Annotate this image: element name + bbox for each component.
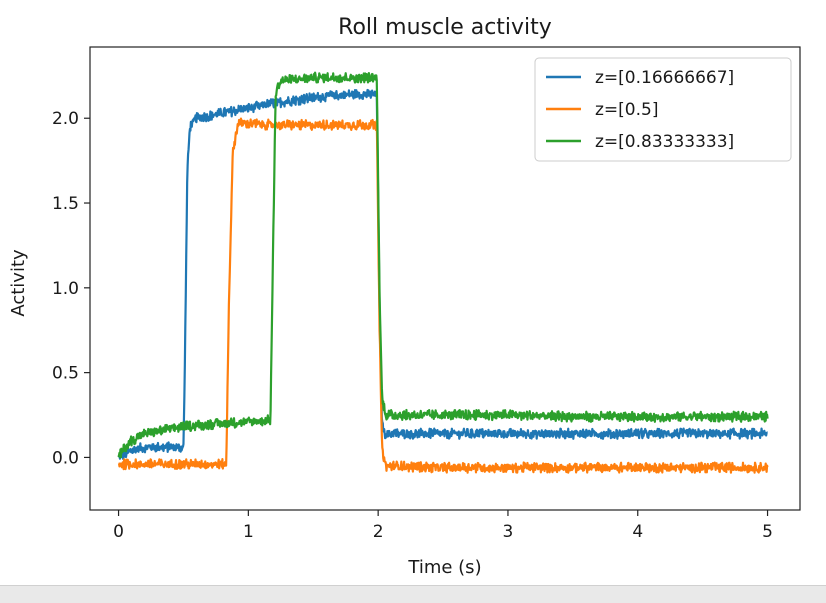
legend-entry-label: z=[0.83333333] xyxy=(595,132,734,152)
y-tick-label: 1.5 xyxy=(52,194,79,214)
x-tick-label: 0 xyxy=(113,522,124,542)
x-tick-label: 3 xyxy=(503,522,514,542)
window-bottom-bar xyxy=(0,585,826,603)
legend-box xyxy=(534,57,792,162)
y-tick-label: 0.5 xyxy=(52,364,79,384)
plot-area xyxy=(117,71,769,474)
legend-entry-label: z=[0.16666667] xyxy=(595,68,734,88)
y-tick-label: 0.0 xyxy=(52,448,79,468)
x-tick-label: 5 xyxy=(762,522,773,542)
x-axis-label: Time (s) xyxy=(407,557,481,578)
y-tick-label: 1.0 xyxy=(52,279,79,299)
series-line-3 xyxy=(117,71,769,459)
chart-svg: Roll muscle activity 0 1 2 3 4 5 0.0 0.5 1.0 1.5 2… xyxy=(8,15,801,578)
x-tick-label: 1 xyxy=(243,522,254,542)
axes: 0 1 2 3 4 5 0.0 0.5 1.0 1.5 2.0 xyxy=(52,46,801,542)
legend: z=[0.16666667] z=[0.5] z=[0.83333333] xyxy=(534,57,792,162)
x-tick-label: 4 xyxy=(632,522,643,542)
series-line-2 xyxy=(117,117,769,474)
y-axis-label: Activity xyxy=(8,249,29,317)
chart-title: Roll muscle activity xyxy=(338,15,552,40)
series-line-1 xyxy=(117,88,769,461)
plot-frame xyxy=(89,46,801,511)
legend-entry-label: z=[0.5] xyxy=(595,100,658,120)
x-tick-label: 2 xyxy=(373,522,384,542)
y-tick-label: 2.0 xyxy=(52,109,79,129)
